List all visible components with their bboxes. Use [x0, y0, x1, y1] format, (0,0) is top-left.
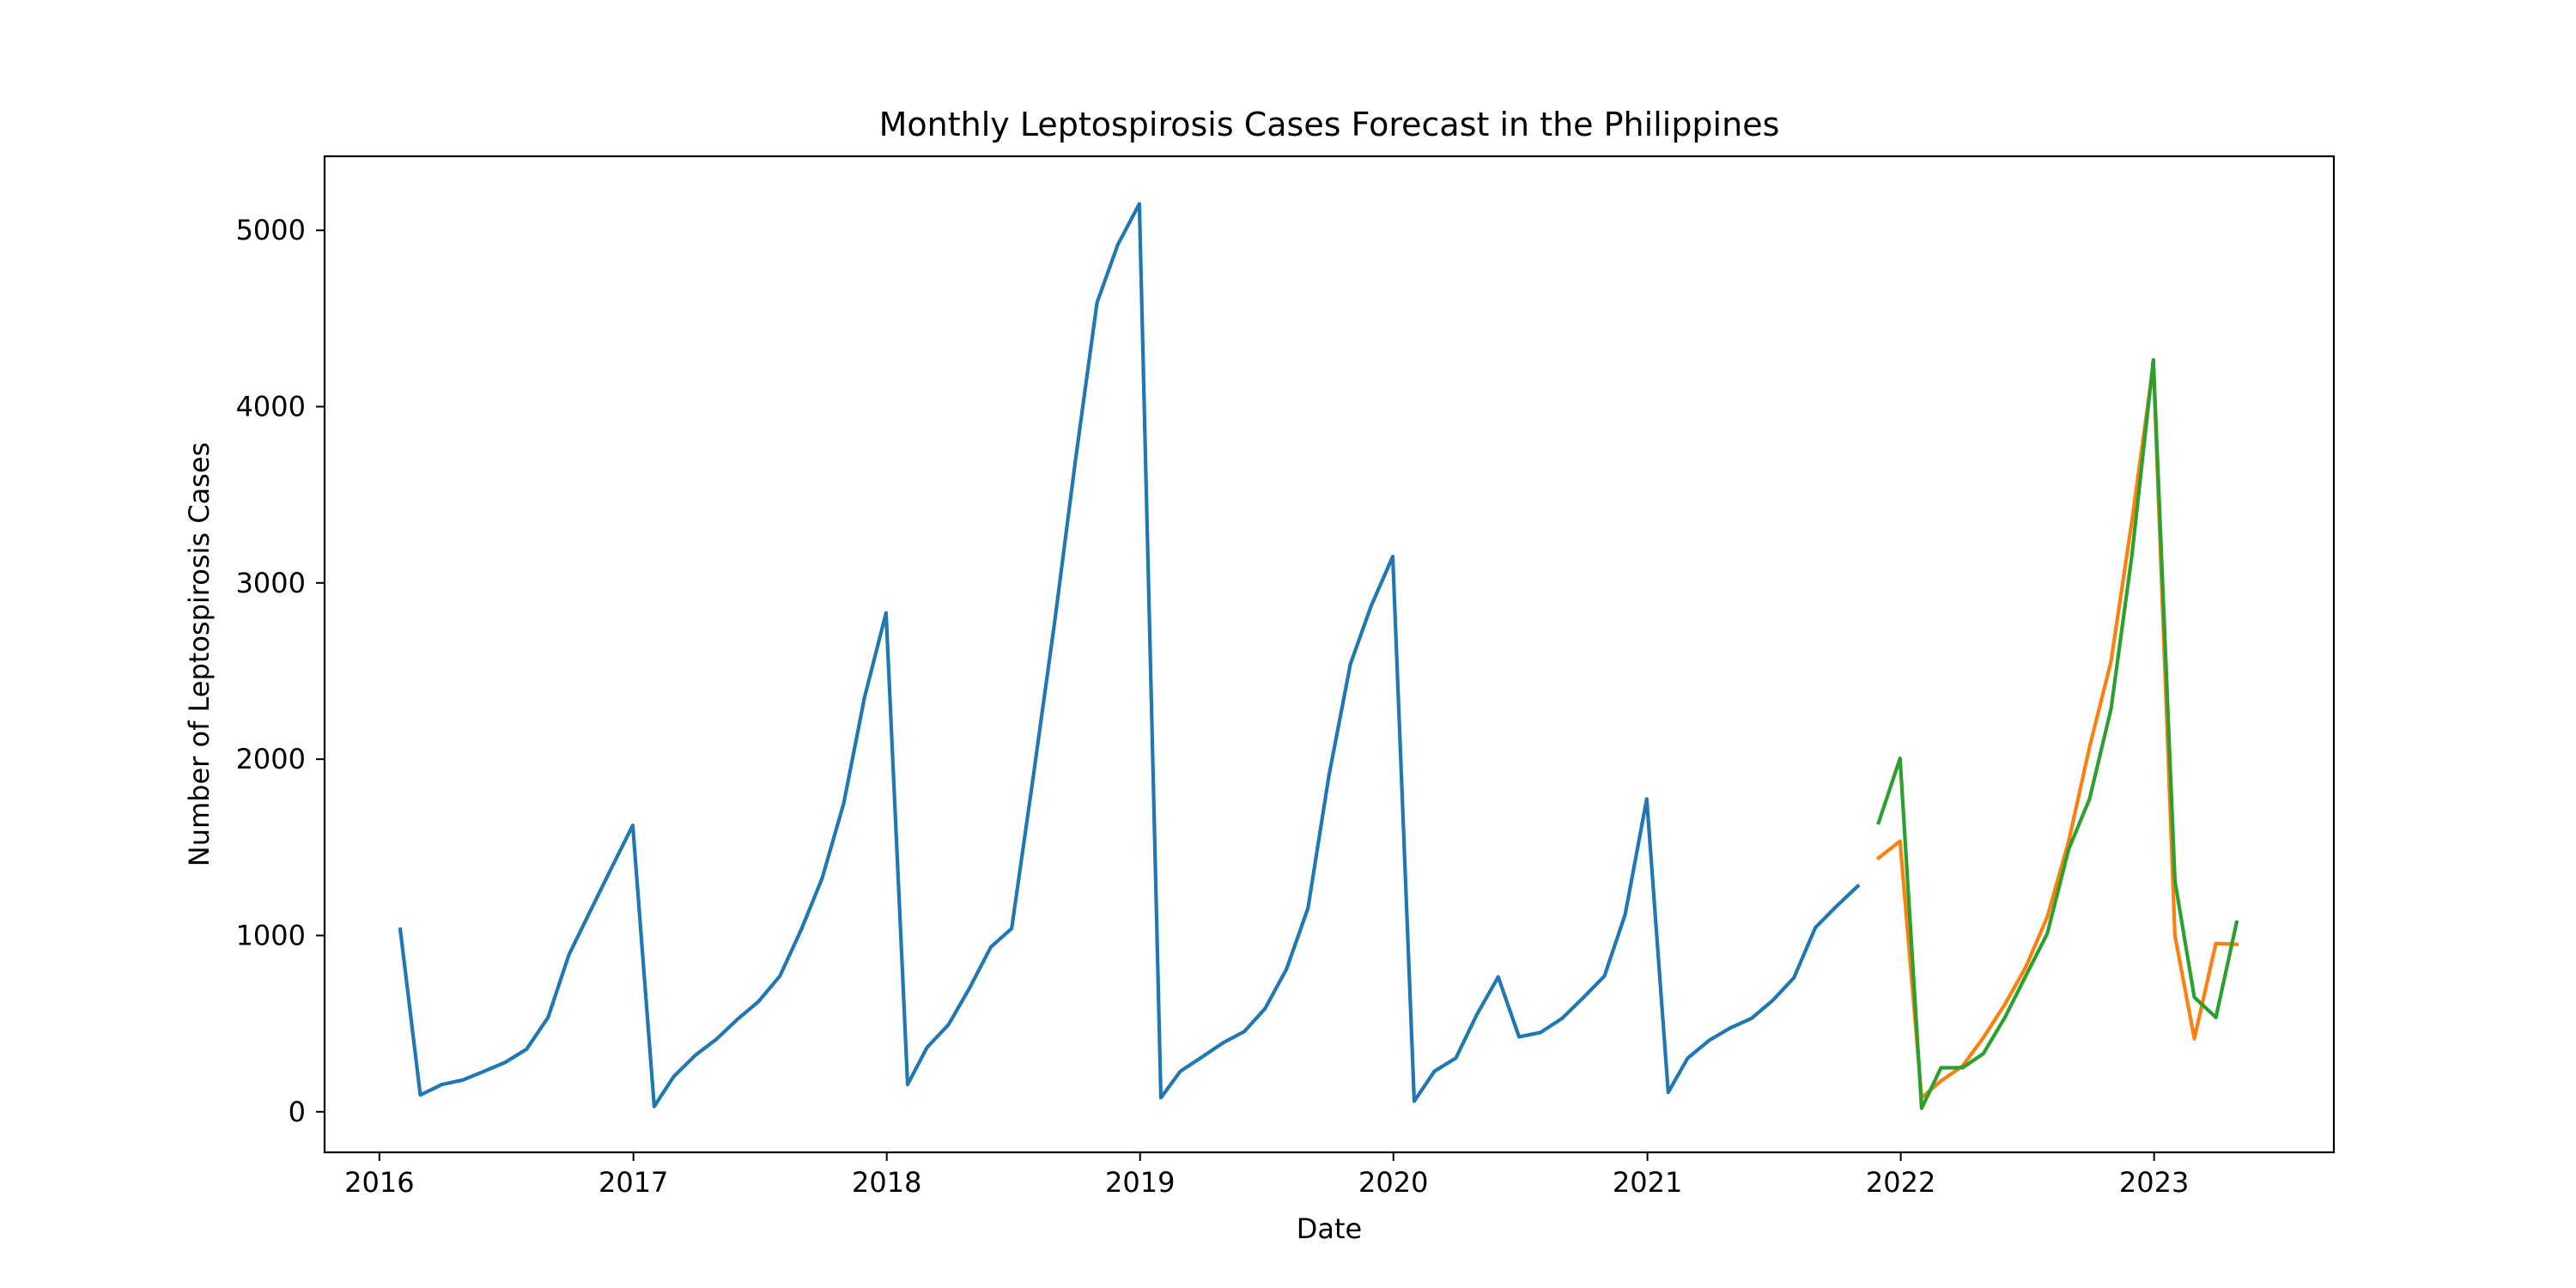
- series-layer: [398, 202, 2239, 1110]
- x-axis: 2016 2017 2018 2019 2020 2021 2022 2023: [344, 1152, 2189, 1199]
- plot-frame: [323, 155, 2336, 1154]
- y-tick-label: 1000: [236, 919, 306, 951]
- x-tick-label: 2020: [1358, 1166, 1428, 1199]
- y-axis: 0 1000 2000 3000 4000 5000: [236, 214, 325, 1128]
- x-tick-label: 2022: [1866, 1166, 1935, 1199]
- y-axis-label: Number of Leptospirosis Cases: [183, 442, 216, 866]
- x-axis-label: Date: [1297, 1212, 1362, 1245]
- x-tick-label: 2016: [344, 1166, 414, 1199]
- y-tick-label: 3000: [236, 567, 306, 599]
- series-line-1: [398, 202, 1861, 1109]
- y-tick-label: 2000: [236, 743, 306, 775]
- y-tick-label: 0: [289, 1096, 306, 1128]
- y-tick-label: 4000: [236, 391, 306, 423]
- series-line-3: [1876, 358, 2239, 1110]
- x-tick-label: 2021: [1613, 1166, 1682, 1199]
- x-tick-label: 2017: [598, 1166, 668, 1199]
- y-tick-label: 5000: [236, 214, 306, 246]
- x-tick-label: 2019: [1105, 1166, 1175, 1199]
- chart-title: Monthly Leptospirosis Cases Forecast in …: [879, 106, 1780, 143]
- x-tick-label: 2018: [852, 1166, 921, 1199]
- series-line-2: [1875, 362, 2239, 1100]
- x-tick-label: 2023: [2119, 1166, 2189, 1199]
